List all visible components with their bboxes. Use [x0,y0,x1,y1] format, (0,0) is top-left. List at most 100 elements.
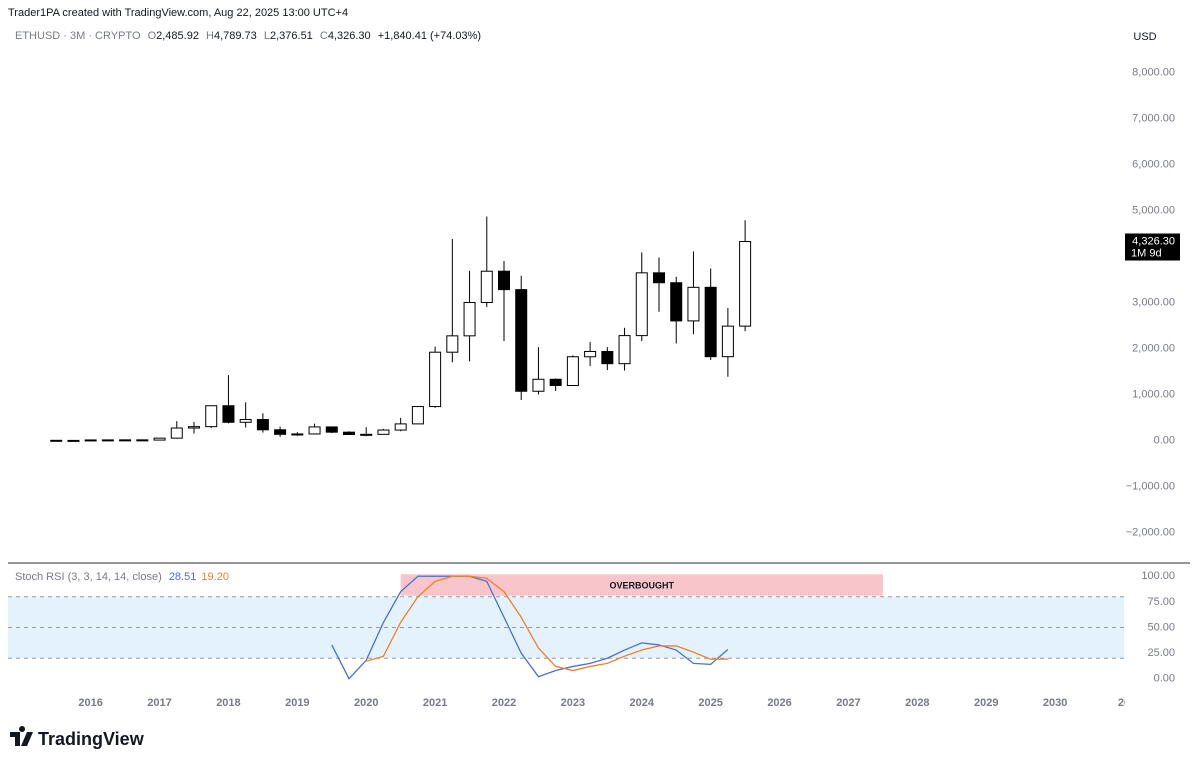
price-tag-label: 4,326.30 [1132,235,1175,247]
candle-body [50,439,63,442]
currency: USD [1133,31,1156,43]
price-tag-countdown: 1M 9d [1131,247,1162,259]
candle-body [704,286,717,358]
x-tick-label: 2017 [147,697,171,709]
x-tick-label: 2016 [78,697,102,709]
candle-body [721,325,734,358]
stoch-legend: Stoch RSI (3, 3, 14, 14, close) 28.51 19… [15,571,229,583]
high-label: H [206,30,214,42]
high-value: 4,789.73 [214,30,257,42]
change: +1,840.41 (+74.03%) [378,30,481,42]
candle-body [239,419,252,423]
x-tick-label: 2024 [630,697,655,709]
candle-body [429,351,442,408]
candle-body [601,350,614,365]
x-tick-label: 2029 [974,697,998,709]
x-tick-label: 2023 [561,697,585,709]
candle-body [84,439,97,442]
y-tick-label: −2,000.00 [1126,526,1175,538]
x-tick-label: 2020 [354,697,378,709]
symbol: ETHUSD · 3M · CRYPTO [15,30,141,42]
overbought-label: OVERBOUGHT [610,580,675,590]
y-tick-label: 25.00 [1147,647,1175,659]
y-tick-label: 100.00 [1141,570,1175,582]
candle-body [256,419,269,431]
price-tag [1125,233,1180,261]
candle-body [670,282,683,322]
close-label: C [320,30,328,42]
y-tick-label: −1,000.00 [1126,480,1175,492]
x-tick-label: 2019 [285,697,309,709]
logo-icon [10,726,33,746]
candle-body [480,270,493,304]
open-label: O [148,30,157,42]
y-tick-label: 50.00 [1147,621,1175,633]
x-tick-label: 2022 [492,697,516,709]
candle-body [446,335,459,353]
y-tick-label: 0.00 [1154,434,1175,446]
y-tick-label: 3,000.00 [1132,296,1175,308]
y-tick-label: 0.00 [1154,673,1175,685]
candle-body [274,429,287,435]
low-label: L [264,30,270,42]
credit: Trader1PA created with TradingView.com, … [8,7,348,19]
candle-body [687,286,700,322]
candle-body [635,272,648,337]
candle-body [377,429,390,435]
symbol-legend: ETHUSD · 3M · CRYPTO O2,485.92 H4,789.73… [15,30,481,42]
logo: TradingView [10,726,145,749]
candle-body [618,335,631,365]
overbought-box [400,574,883,596]
candle-body [515,289,528,392]
candle-body [394,423,407,431]
x-tick-label: 2025 [698,697,722,709]
candle-body [170,427,183,439]
low-value: 2,376.51 [270,30,313,42]
candle-body [549,378,562,386]
x-tick-label: 2030 [1043,697,1067,709]
x-tick-label: 20 [1118,697,1130,709]
y-tick-label: 5,000.00 [1132,204,1175,216]
y-tick-label: 8,000.00 [1132,66,1175,78]
candle-body [325,426,338,433]
candle-body [566,356,579,386]
y-tick-label: 75.00 [1147,596,1175,608]
candle-body [67,439,80,442]
candle-body [463,302,476,337]
x-tick-label: 2018 [216,697,240,709]
x-tick-label: 2026 [767,697,791,709]
candle-body [343,431,355,436]
candle-body [653,272,665,284]
stoch-title: Stoch RSI (3, 3, 14, 14, close) [15,571,162,583]
candle-body [119,439,132,442]
candle-body [498,270,510,291]
candle-body [308,426,321,435]
candle-body [188,426,200,429]
y-tick-label: 6,000.00 [1132,158,1175,170]
candle-body [101,439,114,442]
candle-body [532,378,545,392]
stoch-line [366,575,728,672]
candle-body [136,439,149,442]
candle-body [584,350,597,358]
open-value: 2,485.92 [156,30,199,42]
candle-body [291,433,304,436]
logo-text: TradingView [38,729,145,749]
candle-body [411,406,424,425]
candle-body [739,241,752,327]
x-tick-label: 2028 [905,697,929,709]
close-value: 4,326.30 [328,30,371,42]
x-tick-label: 2021 [423,697,447,709]
y-tick-label: 7,000.00 [1132,112,1175,124]
y-tick-label: 1,000.00 [1132,388,1175,400]
d-value: 19.20 [201,571,229,583]
candle-body [360,433,373,436]
candle-body [153,437,166,441]
band-fill [8,596,1124,659]
candle-body [222,405,235,423]
y-tick-label: 2,000.00 [1132,342,1175,354]
k-value: 28.51 [169,571,197,583]
candle-body [205,405,218,428]
x-tick-label: 2027 [836,697,860,709]
